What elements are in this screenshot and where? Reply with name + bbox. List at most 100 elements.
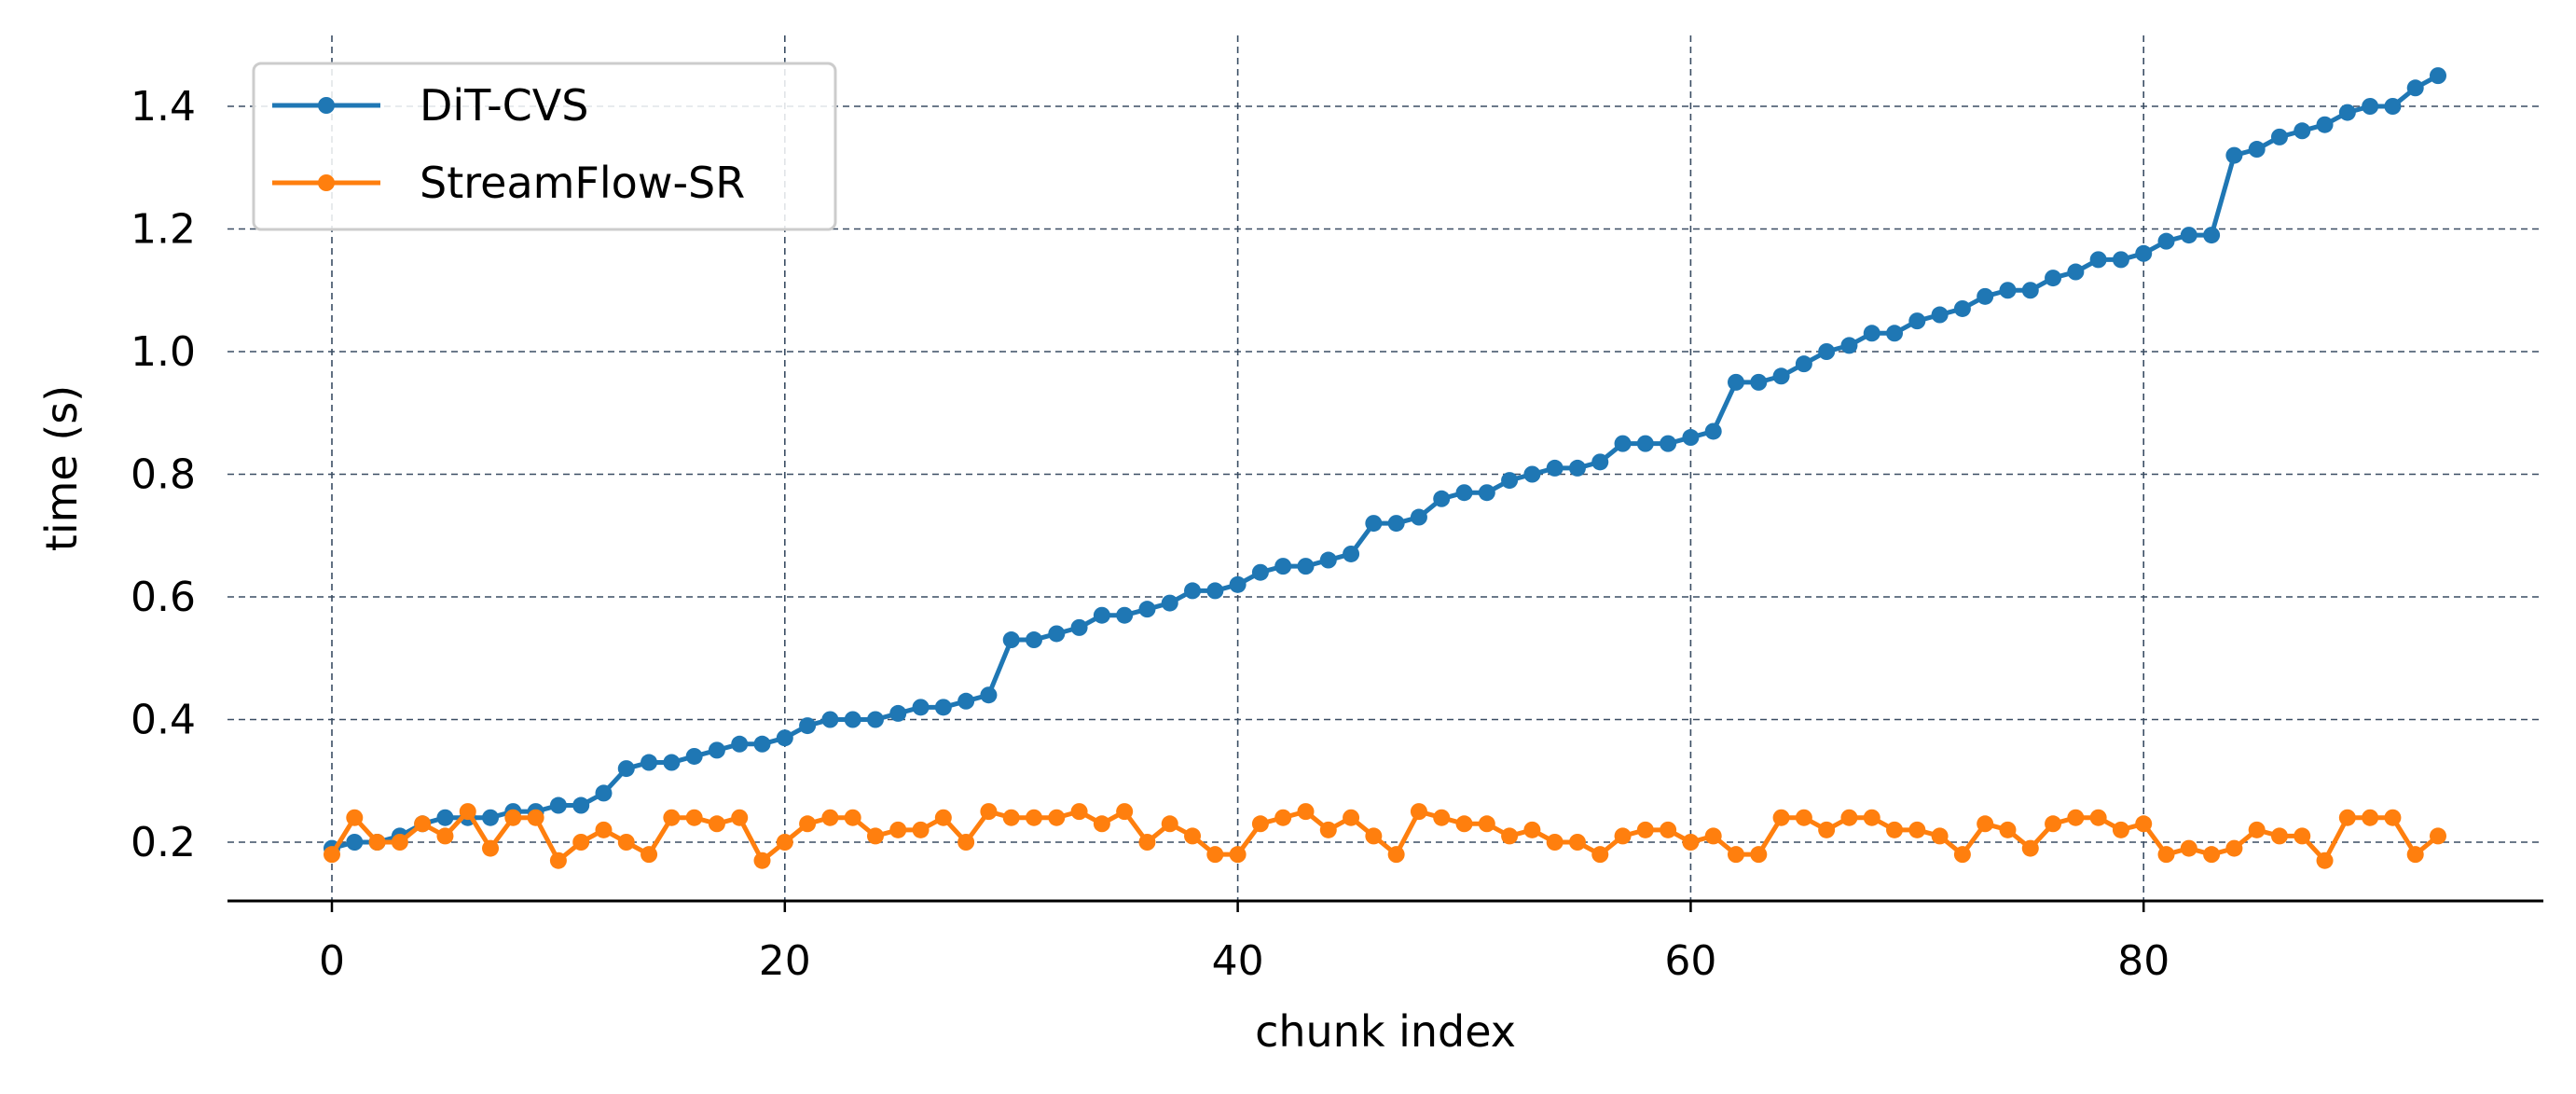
data-point xyxy=(1319,821,1337,838)
data-point xyxy=(957,834,975,851)
data-point xyxy=(1614,435,1632,452)
data-point xyxy=(799,815,817,833)
legend-frame xyxy=(252,62,837,231)
data-point xyxy=(1478,484,1495,502)
y-axis-title: time (s) xyxy=(36,385,87,551)
data-point xyxy=(1704,827,1722,845)
data-point xyxy=(2338,104,2356,121)
data-point xyxy=(2112,251,2129,269)
data-point xyxy=(889,704,907,722)
data-point xyxy=(1953,846,1971,864)
data-point xyxy=(2067,263,2085,281)
data-point xyxy=(549,852,567,869)
data-point xyxy=(1636,435,1654,452)
data-point xyxy=(2270,128,2288,145)
data-point xyxy=(459,803,476,821)
data-point xyxy=(2089,251,2107,269)
data-point xyxy=(934,809,952,826)
data-point xyxy=(1184,582,1202,600)
data-point xyxy=(1908,821,1926,838)
y-tick-label: 0.2 xyxy=(131,819,196,866)
data-point xyxy=(391,834,408,851)
data-point xyxy=(2067,809,2085,826)
data-point xyxy=(572,796,590,814)
data-point xyxy=(1931,306,1949,324)
data-point xyxy=(1568,834,1586,851)
series-streamflow-sr xyxy=(324,803,2446,869)
data-point xyxy=(2316,116,2334,133)
data-point xyxy=(1501,827,1519,845)
data-point xyxy=(1931,827,1949,845)
legend-label: DiT-CVS xyxy=(420,80,588,131)
data-point xyxy=(753,852,771,869)
data-point xyxy=(2021,282,2039,299)
data-point xyxy=(1002,631,1020,649)
series-dit-cvs xyxy=(324,67,2446,857)
data-point xyxy=(934,699,952,716)
data-point xyxy=(2112,821,2129,838)
data-point xyxy=(1138,601,1156,618)
data-point xyxy=(1026,809,1042,826)
data-point xyxy=(641,846,658,864)
series-layer xyxy=(324,67,2446,869)
legend-item: StreamFlow-SR xyxy=(272,158,745,208)
data-point xyxy=(2089,809,2107,826)
data-point xyxy=(1116,803,1134,821)
data-point xyxy=(912,821,930,838)
data-point xyxy=(1343,809,1360,826)
data-point xyxy=(1026,631,1042,649)
data-point xyxy=(368,834,386,851)
data-point xyxy=(2270,827,2288,845)
data-point xyxy=(1840,337,1858,354)
data-point xyxy=(1546,459,1564,477)
data-point xyxy=(663,809,681,826)
data-point xyxy=(1818,343,1836,360)
data-point xyxy=(2362,98,2379,115)
data-point xyxy=(731,735,749,753)
data-point xyxy=(2430,67,2446,85)
y-tick-label: 1.0 xyxy=(131,328,196,376)
data-point xyxy=(663,754,681,771)
legend: DiT-CVS StreamFlow-SR xyxy=(252,62,837,231)
data-point xyxy=(346,834,364,851)
data-point xyxy=(617,760,635,778)
data-point xyxy=(753,735,771,753)
data-point xyxy=(1660,435,1677,452)
tick-layer: 0 20 40 60 80 0.2 0.4 0.6 0.8 1.0 1.2 1.4 xyxy=(131,83,2170,985)
data-point xyxy=(1093,815,1110,833)
data-point xyxy=(1546,834,1564,851)
data-point xyxy=(1116,606,1134,624)
data-point xyxy=(776,834,793,851)
data-point xyxy=(1863,325,1880,342)
data-point xyxy=(1568,459,1586,477)
data-point xyxy=(2406,846,2424,864)
data-point xyxy=(1410,508,1427,526)
data-point xyxy=(1636,821,1654,838)
data-point xyxy=(1184,827,1202,845)
data-point xyxy=(414,815,432,833)
data-point xyxy=(980,803,998,821)
data-point xyxy=(2248,821,2266,838)
legend-label: StreamFlow-SR xyxy=(420,158,745,208)
data-point xyxy=(776,729,793,747)
data-point xyxy=(572,834,590,851)
legend-swatch-marker xyxy=(318,174,335,191)
data-point xyxy=(2338,809,2356,826)
data-point xyxy=(1455,484,1473,502)
data-point xyxy=(685,809,703,826)
data-point xyxy=(1908,312,1926,330)
data-point xyxy=(821,809,839,826)
data-point xyxy=(1229,846,1247,864)
data-point xyxy=(2225,839,2243,857)
data-point xyxy=(1999,821,2017,838)
data-point xyxy=(1343,545,1360,562)
data-point xyxy=(1840,809,1858,826)
data-point xyxy=(1728,373,1744,391)
legend-item: DiT-CVS xyxy=(272,80,588,131)
data-point xyxy=(2021,839,2039,857)
data-point xyxy=(1682,429,1700,447)
data-point xyxy=(1206,582,1224,600)
data-point xyxy=(1795,809,1812,826)
data-point xyxy=(1772,809,1790,826)
